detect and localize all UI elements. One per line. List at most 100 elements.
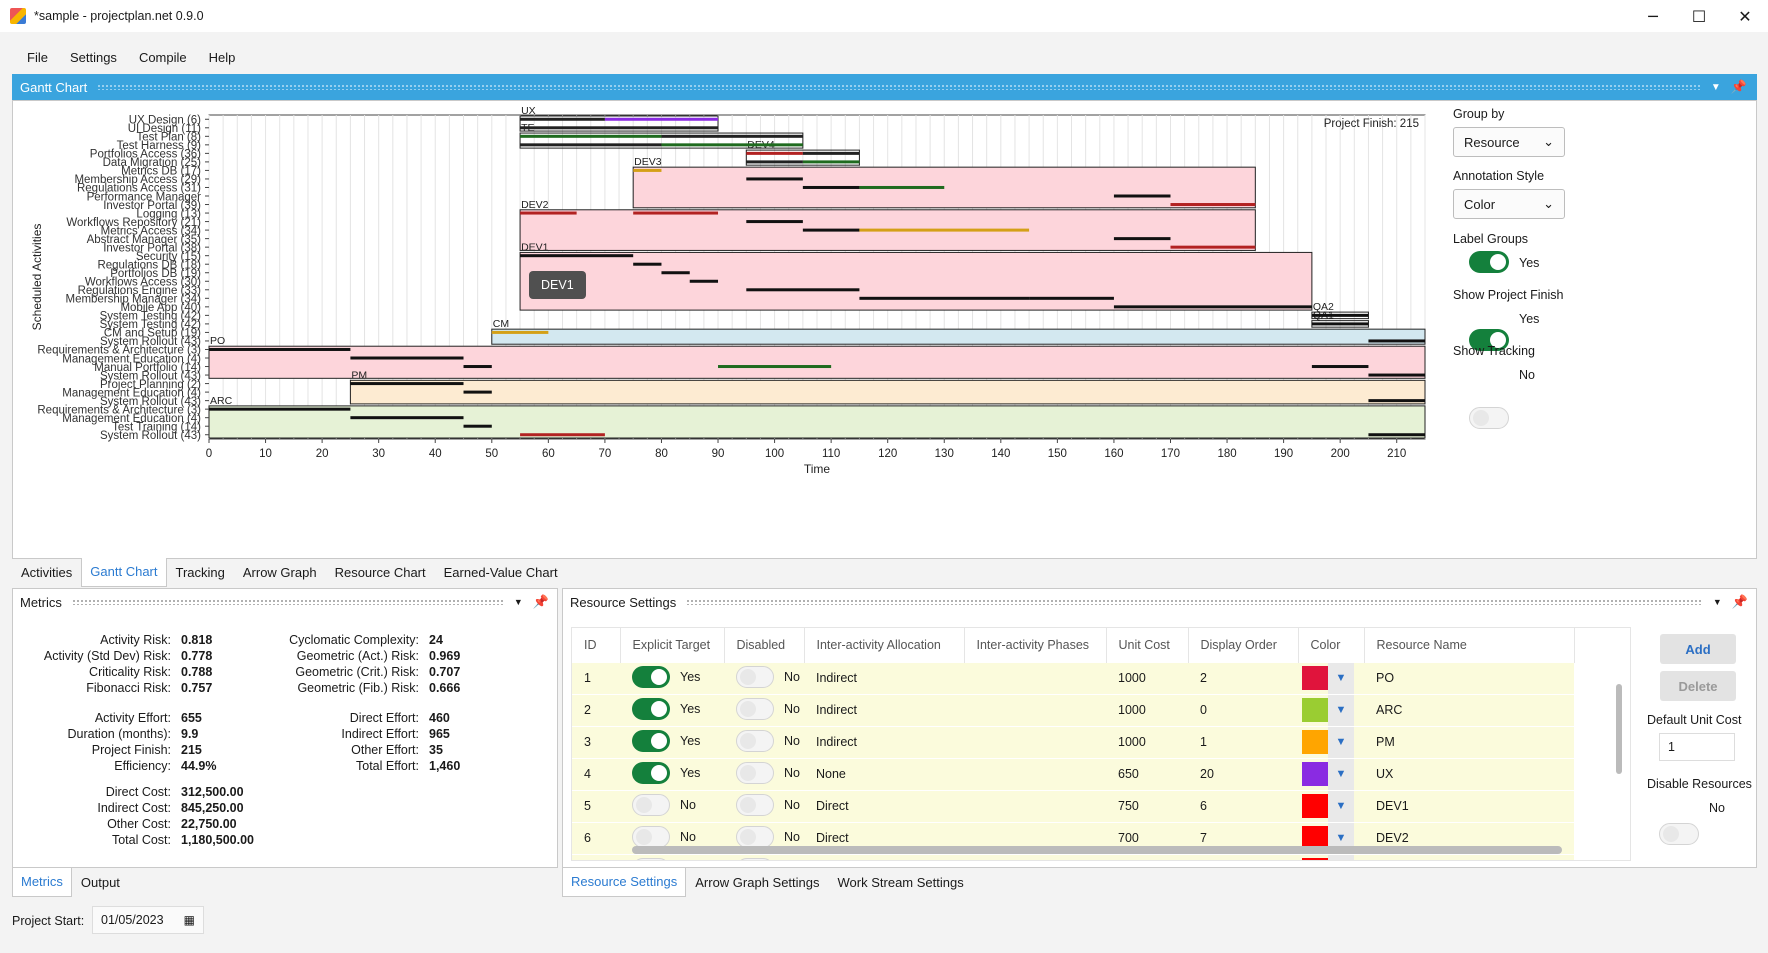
display-order-value[interactable]: 6 (1200, 799, 1207, 813)
pin-icon[interactable]: 📌 (1730, 79, 1747, 95)
color-swatch[interactable] (1302, 762, 1328, 786)
table-row[interactable]: 1 Yes No Indirect 1000 2 ▼ PO (572, 661, 1574, 694)
allocation-value[interactable]: Direct (816, 831, 849, 845)
minimize-button[interactable]: ─ (1648, 6, 1658, 26)
display-order-value[interactable]: 2 (1200, 671, 1207, 685)
column-header[interactable]: Resource Name (1364, 628, 1575, 662)
group-by-dropdown[interactable]: Resource ⌄ (1453, 127, 1565, 157)
pin-icon[interactable]: 📌 (532, 594, 549, 610)
allocation-value[interactable]: Direct (816, 799, 849, 813)
disabled-toggle[interactable] (736, 793, 774, 816)
add-button[interactable]: Add (1660, 634, 1736, 664)
resource-name-value[interactable]: PO (1376, 671, 1395, 685)
label-groups-toggle[interactable] (1469, 251, 1509, 273)
disabled-toggle[interactable] (736, 825, 774, 848)
resource-name-value[interactable]: ARC (1376, 703, 1403, 717)
disable-resources-toggle[interactable] (1659, 823, 1699, 845)
pin-icon[interactable]: 📌 (1731, 594, 1748, 610)
panel-menu-icon[interactable]: ▼ (1712, 597, 1722, 607)
table-row[interactable]: 4 Yes No None 650 20 ▼ UX (572, 757, 1574, 790)
table-row[interactable]: 7NoNoDirect6008▼DEV3 (572, 853, 1574, 860)
column-header[interactable]: Unit Cost (1106, 628, 1189, 662)
table-row[interactable]: 3 Yes No Indirect 1000 1 ▼ PM (572, 725, 1574, 758)
column-header[interactable]: Explicit Target (620, 628, 725, 662)
color-swatch[interactable] (1302, 858, 1328, 860)
chevron-down-icon[interactable]: ▼ (1328, 758, 1354, 790)
explicit-target-toggle[interactable] (632, 793, 670, 816)
display-order-value[interactable]: 20 (1200, 767, 1214, 781)
allocation-value[interactable]: Indirect (816, 703, 857, 717)
drag-handle[interactable] (97, 84, 1701, 90)
chevron-down-icon[interactable]: ▼ (1328, 726, 1354, 758)
resource-name-value[interactable]: DEV2 (1376, 831, 1409, 845)
tab-tracking[interactable]: Tracking (175, 565, 225, 580)
project-start-date-picker[interactable]: 01/05/2023 ▦ (92, 906, 204, 934)
tab-arrow-graph[interactable]: Arrow Graph (242, 565, 317, 580)
annotation-style-dropdown[interactable]: Color ⌄ (1453, 189, 1565, 219)
unit-cost-value[interactable]: 650 (1118, 767, 1139, 781)
display-order-value[interactable]: 1 (1200, 735, 1207, 749)
allocation-value[interactable]: Indirect (816, 671, 857, 685)
explicit-target-toggle[interactable] (632, 825, 670, 848)
color-swatch[interactable] (1302, 794, 1328, 818)
chevron-down-icon[interactable]: ▼ (1328, 662, 1354, 694)
table-row[interactable]: 5 No No Direct 750 6 ▼ DEV1 (572, 789, 1574, 822)
column-header[interactable]: ID (572, 628, 621, 662)
resource-name-value[interactable]: PM (1376, 735, 1395, 749)
maximize-button[interactable]: ☐ (1691, 6, 1707, 26)
table-row[interactable]: 2 Yes No Indirect 1000 0 ▼ ARC (572, 693, 1574, 726)
resource-name-value[interactable]: UX (1376, 767, 1394, 781)
column-header[interactable]: Disabled (724, 628, 805, 662)
column-header[interactable]: Color (1298, 628, 1365, 662)
menu-file[interactable]: File (27, 50, 48, 65)
color-swatch[interactable] (1302, 698, 1328, 722)
unit-cost-value[interactable]: 700 (1118, 831, 1139, 845)
explicit-target-toggle[interactable] (632, 761, 670, 784)
color-swatch[interactable] (1302, 666, 1328, 690)
delete-button[interactable]: Delete (1660, 671, 1736, 701)
close-button[interactable]: ✕ (1738, 6, 1752, 26)
menu-settings[interactable]: Settings (69, 50, 117, 65)
chevron-down-icon[interactable]: ▼ (1328, 694, 1354, 726)
tab-arrow-graph-settings[interactable]: Arrow Graph Settings (695, 875, 820, 890)
unit-cost-value[interactable]: 1000 (1118, 735, 1146, 749)
disabled-toggle[interactable] (736, 857, 774, 860)
default-unit-cost-input[interactable]: 1 (1659, 733, 1735, 761)
tab-output[interactable]: Output (80, 875, 120, 890)
menu-compile[interactable]: Compile (138, 50, 187, 65)
show-finish-toggle[interactable] (1469, 329, 1509, 351)
display-order-value[interactable]: 0 (1200, 703, 1207, 717)
color-swatch[interactable] (1302, 730, 1328, 754)
explicit-target-toggle[interactable] (632, 665, 670, 688)
vertical-scrollbar[interactable] (1616, 684, 1622, 774)
tab-gantt-chart[interactable]: Gantt Chart (81, 558, 167, 587)
disabled-toggle[interactable] (736, 729, 774, 752)
disabled-toggle[interactable] (736, 665, 774, 688)
tab-earned-value-chart[interactable]: Earned-Value Chart (443, 565, 558, 580)
allocation-value[interactable]: None (816, 767, 846, 781)
column-header[interactable]: Inter-activity Phases (964, 628, 1107, 662)
column-header[interactable]: Display Order (1188, 628, 1299, 662)
column-header[interactable]: Inter-activity Allocation (804, 628, 965, 662)
tab-resource-chart[interactable]: Resource Chart (334, 565, 426, 580)
calendar-icon[interactable]: ▦ (183, 913, 195, 927)
explicit-target-toggle[interactable] (632, 729, 670, 752)
unit-cost-value[interactable]: 750 (1118, 799, 1139, 813)
show-tracking-toggle[interactable] (1469, 407, 1509, 429)
menu-help[interactable]: Help (208, 50, 236, 65)
tab-activities[interactable]: Activities (21, 565, 73, 580)
chevron-down-icon[interactable]: ▼ (1328, 854, 1354, 860)
unit-cost-value[interactable]: 1000 (1118, 703, 1146, 717)
drag-handle[interactable] (686, 599, 1703, 605)
explicit-target-toggle[interactable] (632, 697, 670, 720)
horizontal-scrollbar[interactable] (632, 846, 1562, 854)
display-order-value[interactable]: 7 (1200, 831, 1207, 845)
tab-work-stream-settings[interactable]: Work Stream Settings (837, 875, 964, 890)
allocation-value[interactable]: Indirect (816, 735, 857, 749)
explicit-target-toggle[interactable] (632, 857, 670, 860)
unit-cost-value[interactable]: 1000 (1118, 671, 1146, 685)
drag-handle[interactable] (71, 599, 504, 605)
panel-menu-icon[interactable]: ▼ (513, 597, 523, 607)
tab-metrics[interactable]: Metrics (12, 868, 72, 897)
tab-resource-settings[interactable]: Resource Settings (562, 868, 687, 897)
